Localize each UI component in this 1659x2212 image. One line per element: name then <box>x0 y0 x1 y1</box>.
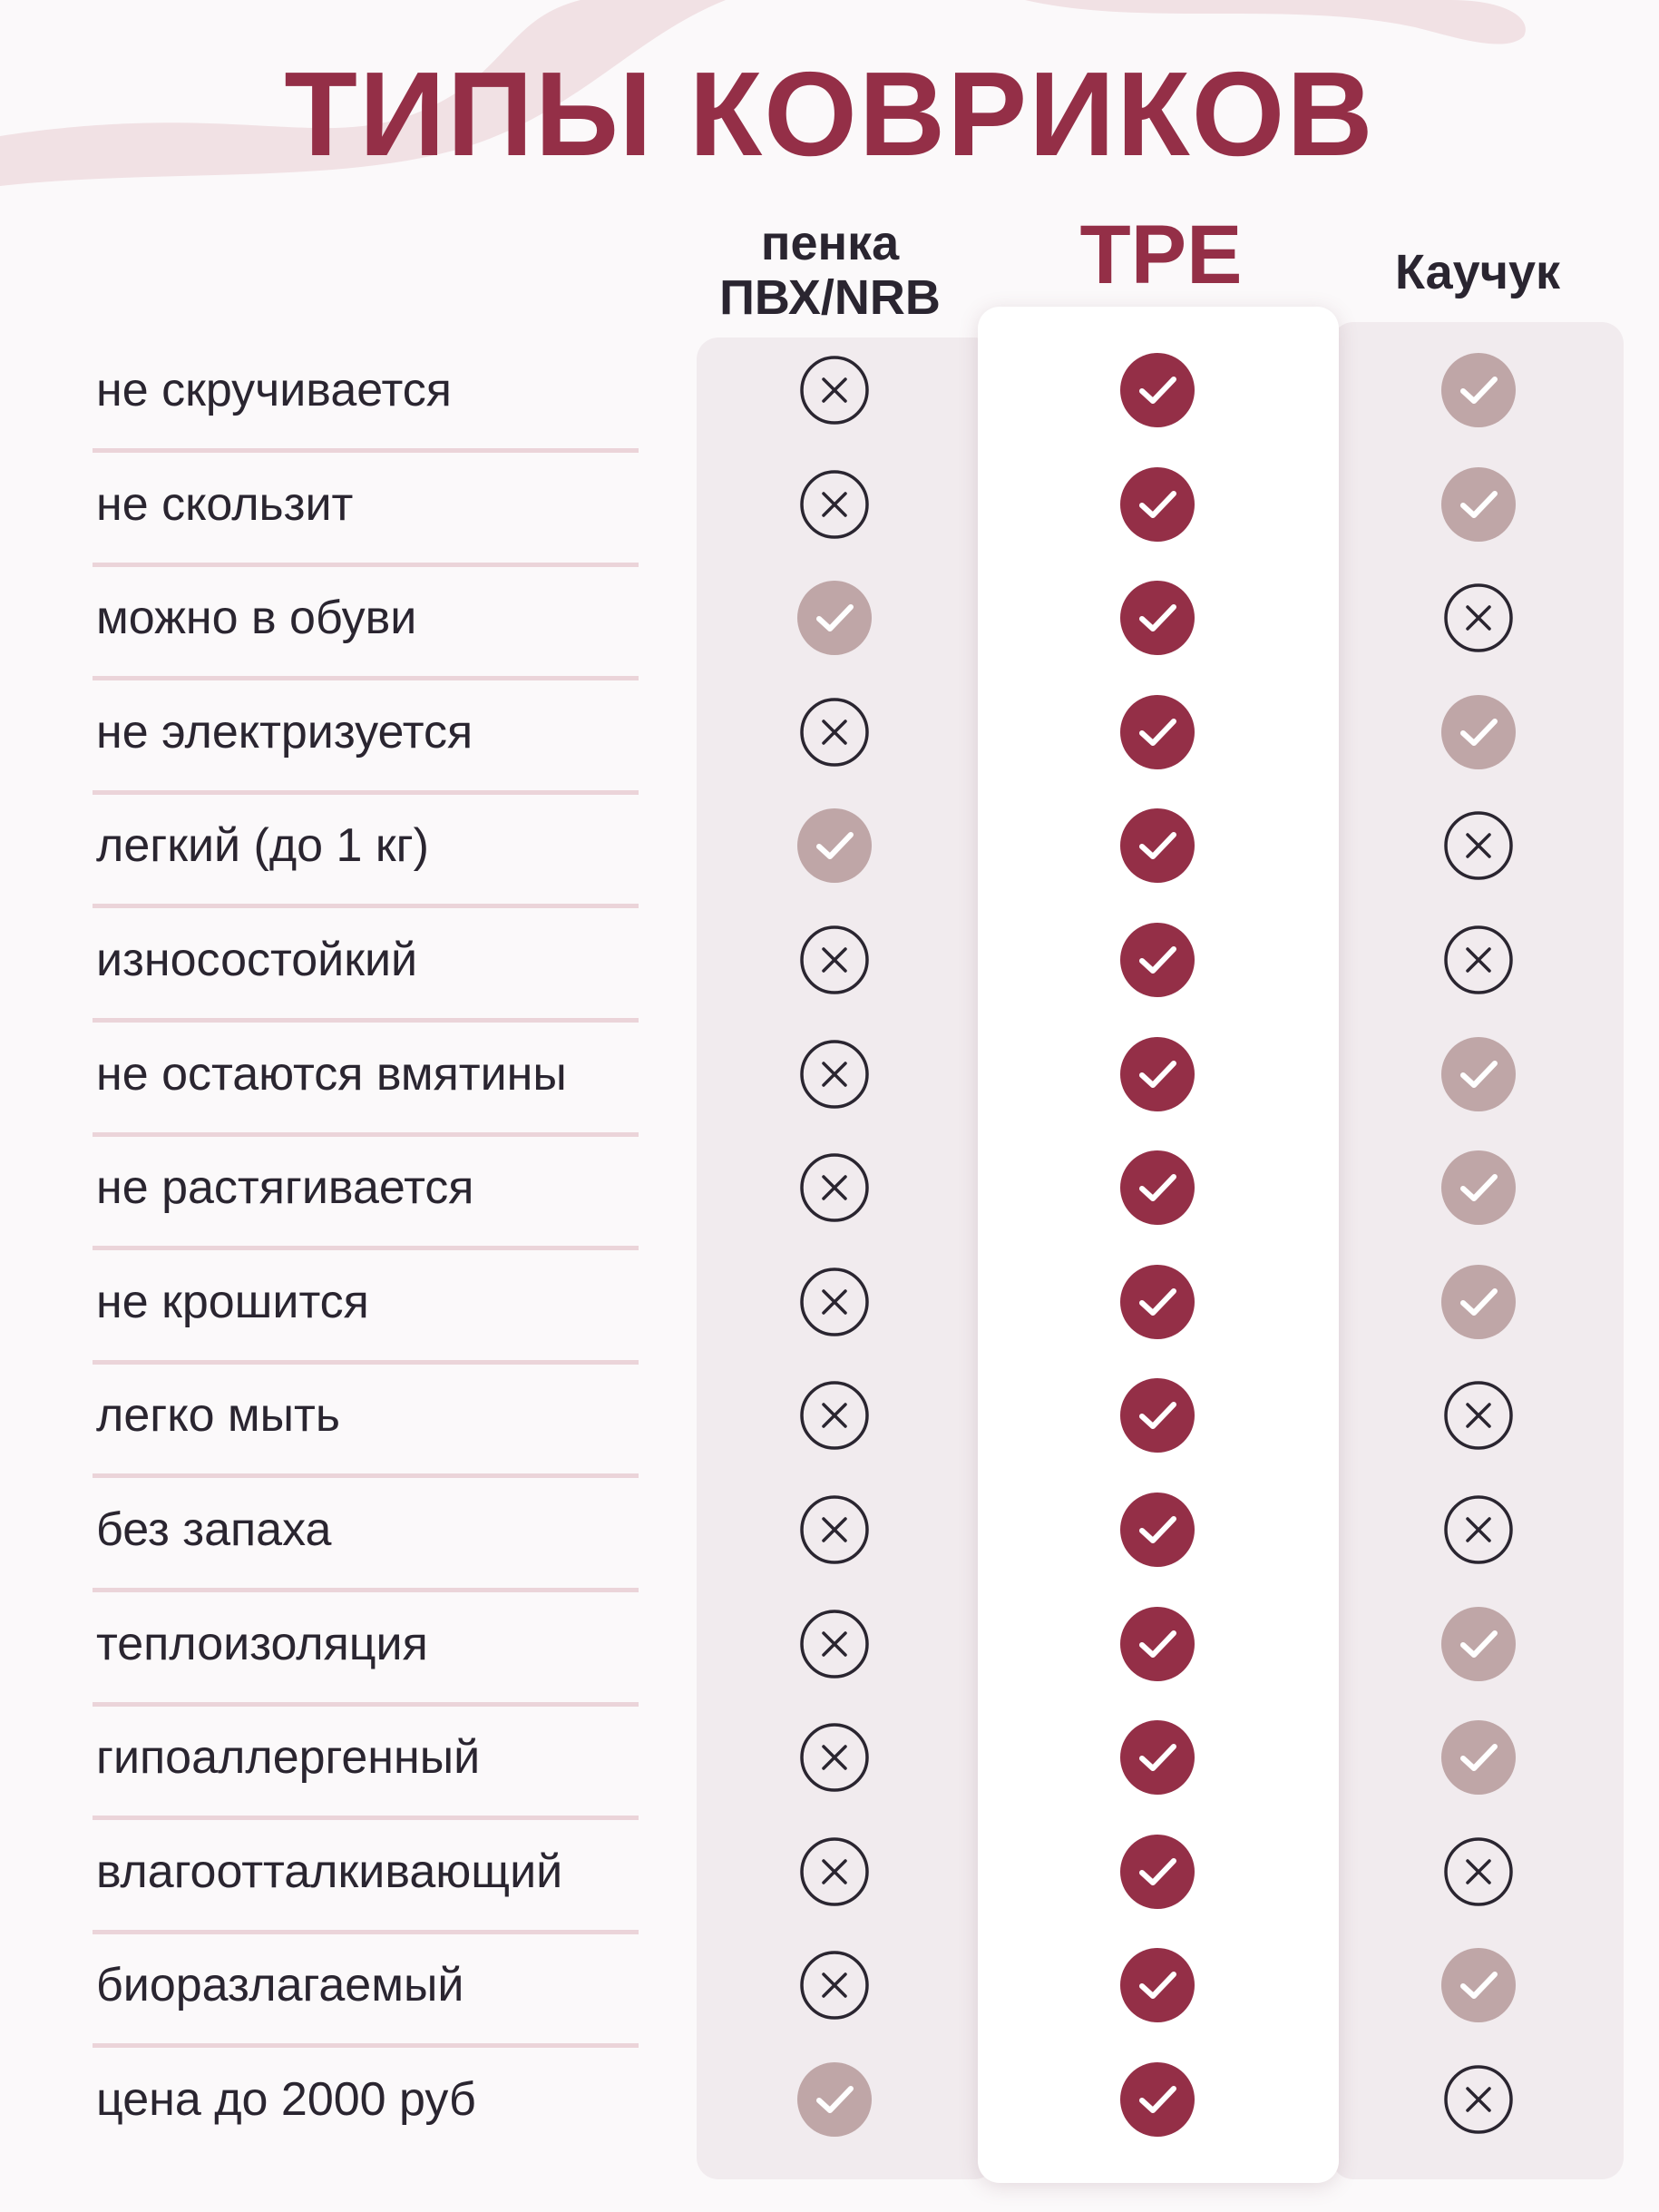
row-divider <box>93 1588 639 1592</box>
check-circle-muted-icon <box>796 807 873 884</box>
x-circle-icon <box>796 1264 873 1340</box>
check-circle-muted-icon <box>1440 694 1517 770</box>
row-divider <box>93 448 639 453</box>
check-circle-accent-icon <box>1119 694 1195 770</box>
x-circle-icon <box>1440 1834 1517 1910</box>
x-circle-icon <box>1440 1492 1517 1568</box>
x-circle-icon <box>796 1492 873 1568</box>
column-header-tpe: TPE <box>998 209 1324 302</box>
check-circle-muted-icon <box>1440 352 1517 428</box>
row-divider <box>93 2043 639 2049</box>
check-circle-accent-icon <box>1119 807 1195 884</box>
row-divider <box>93 676 639 681</box>
row-divider <box>93 1701 639 1707</box>
check-circle-accent-icon <box>1119 580 1195 656</box>
row-divider <box>93 1473 639 1479</box>
check-circle-muted-icon <box>796 2061 873 2138</box>
row-label: не электризуется <box>96 705 473 759</box>
column-header-rubber: Каучук <box>1332 245 1624 299</box>
row-label: можно в обуви <box>96 592 417 645</box>
check-circle-accent-icon <box>1119 1036 1195 1112</box>
check-circle-accent-icon <box>1119 1606 1195 1682</box>
x-circle-icon <box>796 1719 873 1796</box>
check-circle-muted-icon <box>1440 466 1517 543</box>
check-circle-muted-icon <box>1440 1264 1517 1340</box>
x-circle-icon <box>796 466 873 543</box>
x-circle-icon <box>1440 580 1517 656</box>
row-label: влагоотталкивающий <box>96 1845 563 1898</box>
check-circle-accent-icon <box>1119 1377 1195 1453</box>
x-circle-icon <box>796 1377 873 1453</box>
check-circle-accent-icon <box>1119 1150 1195 1226</box>
check-circle-muted-icon <box>1440 1719 1517 1796</box>
check-circle-accent-icon <box>1119 1719 1195 1796</box>
row-label: не скручивается <box>96 364 452 416</box>
check-circle-accent-icon <box>1119 1834 1195 1910</box>
row-label: не крошится <box>96 1275 369 1328</box>
row-label: не скользит <box>96 477 354 531</box>
row-label: не растягивается <box>96 1161 474 1215</box>
page-title: ТИПЫ КОВРИКОВ <box>284 47 1375 181</box>
x-circle-icon <box>796 1150 873 1226</box>
check-circle-muted-icon <box>796 580 873 656</box>
row-divider <box>93 1131 639 1137</box>
x-circle-icon <box>796 352 873 428</box>
column-header-tpe-line-1: TPE <box>1079 209 1243 301</box>
row-divider <box>93 1929 639 1934</box>
x-circle-icon <box>796 1606 873 1682</box>
row-label: цена до 2000 руб <box>96 2073 476 2126</box>
x-circle-icon <box>796 1834 873 1910</box>
row-label: теплоизоляция <box>96 1617 428 1670</box>
check-circle-muted-icon <box>1440 1947 1517 2023</box>
row-label: износостойкий <box>96 934 418 986</box>
row-divider <box>93 1018 639 1023</box>
x-circle-icon <box>796 1947 873 2023</box>
column-header-pvc-line-1: пенка <box>760 216 900 270</box>
x-circle-icon <box>1440 922 1517 998</box>
row-divider <box>93 1246 639 1251</box>
check-circle-accent-icon <box>1119 1492 1195 1568</box>
column-header-pvc-line-2: ПВХ/NRB <box>719 270 941 326</box>
check-circle-accent-icon <box>1119 466 1195 543</box>
check-circle-muted-icon <box>1440 1150 1517 1226</box>
x-circle-icon <box>1440 2061 1517 2138</box>
x-circle-icon <box>796 694 873 770</box>
row-label: легкий (до 1 кг) <box>96 819 429 873</box>
check-circle-accent-icon <box>1119 922 1195 998</box>
check-circle-accent-icon <box>1119 2061 1195 2138</box>
row-divider <box>93 1359 639 1365</box>
check-circle-accent-icon <box>1119 1947 1195 2023</box>
decorative-swoosh <box>0 0 1526 186</box>
row-label: гипоаллергенный <box>96 1731 481 1785</box>
row-label: биоразлагаемый <box>96 1959 464 2012</box>
row-label: без запаха <box>96 1503 332 1556</box>
check-circle-muted-icon <box>1440 1036 1517 1112</box>
row-divider <box>93 562 639 567</box>
row-divider <box>93 1816 639 1821</box>
x-circle-icon <box>796 1036 873 1112</box>
column-header-rubber-line-1: Каучук <box>1394 245 1561 299</box>
x-circle-icon <box>1440 1377 1517 1453</box>
column-header-pvc: пенка ПВХ/NRB <box>680 216 980 326</box>
row-label: легко мыть <box>96 1389 340 1443</box>
check-circle-accent-icon <box>1119 352 1195 428</box>
row-label: не остаются вмятины <box>96 1047 567 1101</box>
check-circle-accent-icon <box>1119 1264 1195 1340</box>
row-divider <box>93 789 639 795</box>
x-circle-icon <box>1440 807 1517 884</box>
x-circle-icon <box>796 922 873 998</box>
row-divider <box>93 904 639 909</box>
check-circle-muted-icon <box>1440 1606 1517 1682</box>
